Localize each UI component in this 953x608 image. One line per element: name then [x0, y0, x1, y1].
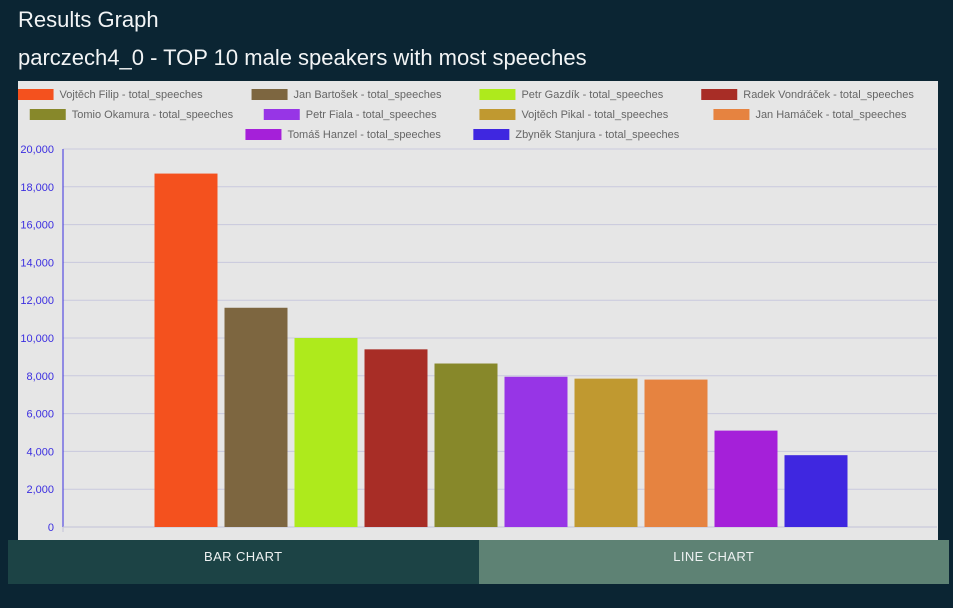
- bar-chart-panel: Vojtěch Filip - total_speeches Jan Bartoš…: [18, 81, 938, 540]
- bar[interactable]: [574, 378, 638, 527]
- legend-label[interactable]: Jan Bartošek - total_speeches: [294, 89, 442, 101]
- tab-bar-chart[interactable]: BAR CHART: [8, 540, 479, 584]
- legend-label[interactable]: Petr Fiala - total_speeches: [306, 109, 437, 121]
- legend-swatch[interactable]: [479, 89, 516, 100]
- y-tick-label: 12,000: [20, 295, 54, 307]
- bar[interactable]: [644, 379, 708, 527]
- legend-label[interactable]: Tomáš Hanzel - total_speeches: [287, 129, 441, 141]
- chart-title: parczech4_0 - TOP 10 male speakers with …: [18, 45, 587, 70]
- bar[interactable]: [434, 363, 498, 527]
- legend-swatch[interactable]: [263, 109, 300, 120]
- legend-swatch[interactable]: [18, 89, 54, 100]
- y-tick-label: 18,000: [20, 182, 54, 194]
- legend-swatch[interactable]: [701, 89, 738, 100]
- legend-swatch[interactable]: [479, 109, 516, 120]
- bar[interactable]: [154, 173, 218, 527]
- chart-type-tabs: BAR CHART LINE CHART: [8, 540, 949, 584]
- bar[interactable]: [714, 430, 778, 527]
- y-tick-label: 10,000: [20, 333, 54, 345]
- bar[interactable]: [224, 307, 288, 527]
- y-tick-label: 2,000: [26, 484, 54, 496]
- chart-legend: Vojtěch Filip - total_speeches Jan Bartoš…: [18, 89, 914, 141]
- legend-label[interactable]: Radek Vondráček - total_speeches: [743, 89, 914, 101]
- y-tick-label: 16,000: [20, 220, 54, 232]
- y-tick-label: 6,000: [26, 409, 54, 421]
- y-tick-label: 0: [48, 522, 54, 534]
- legend-label[interactable]: Tomio Okamura - total_speeches: [72, 109, 234, 121]
- page-heading: Results Graph: [18, 7, 159, 32]
- legend-label[interactable]: Vojtěch Filip - total_speeches: [60, 89, 204, 101]
- legend-swatch[interactable]: [473, 129, 510, 140]
- y-tick-label: 14,000: [20, 257, 54, 269]
- bar[interactable]: [504, 376, 568, 527]
- legend-swatch[interactable]: [29, 109, 66, 120]
- bar[interactable]: [294, 338, 358, 527]
- y-tick-label: 20,000: [20, 144, 54, 156]
- chart-bars: [154, 173, 848, 527]
- y-tick-label: 4,000: [26, 446, 54, 458]
- bar[interactable]: [364, 349, 428, 527]
- legend-label[interactable]: Petr Gazdík - total_speeches: [521, 89, 663, 101]
- bar[interactable]: [784, 455, 848, 527]
- tab-line-chart[interactable]: LINE CHART: [478, 540, 949, 584]
- legend-swatch[interactable]: [245, 129, 282, 140]
- bar-chart: Vojtěch Filip - total_speeches Jan Bartoš…: [18, 89, 937, 534]
- legend-label[interactable]: Zbyněk Stanjura - total_speeches: [515, 129, 679, 141]
- legend-label[interactable]: Vojtěch Pikal - total_speeches: [521, 109, 668, 121]
- legend-swatch[interactable]: [251, 89, 288, 100]
- y-tick-label: 8,000: [26, 371, 54, 383]
- legend-swatch[interactable]: [713, 109, 750, 120]
- legend-label[interactable]: Jan Hamáček - total_speeches: [755, 109, 907, 121]
